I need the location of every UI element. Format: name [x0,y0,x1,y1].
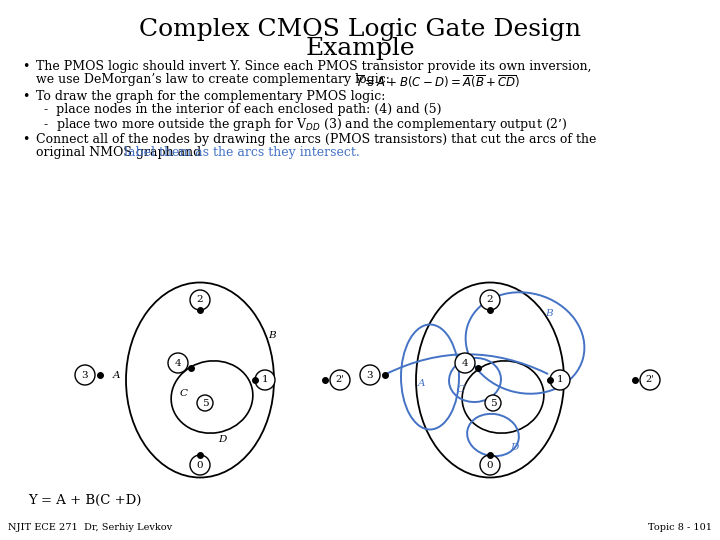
Text: label them as the arcs they intersect.: label them as the arcs they intersect. [124,146,360,159]
Circle shape [480,290,500,310]
Text: we use DeMorgan’s law to create complementary logic:: we use DeMorgan’s law to create compleme… [36,73,390,86]
Text: NJIT ECE 271  Dr, Serhiy Levkov: NJIT ECE 271 Dr, Serhiy Levkov [8,523,172,532]
Text: $\overline{Y}=A+B(C-D)=\overline{A}(\overline{B}+\overline{CD})$: $\overline{Y}=A+B(C-D)=\overline{A}(\ove… [355,73,521,90]
Text: 4: 4 [462,359,468,368]
Text: 5: 5 [202,399,208,408]
Text: Y = A + B(C +D): Y = A + B(C +D) [28,494,141,507]
Text: D: D [218,435,226,444]
Circle shape [190,290,210,310]
Circle shape [480,455,500,475]
Text: 4: 4 [175,359,181,368]
Text: 2': 2' [336,375,344,384]
Text: 2: 2 [487,295,493,305]
Circle shape [485,395,501,411]
Text: 3: 3 [366,370,373,380]
Text: Complex CMOS Logic Gate Design: Complex CMOS Logic Gate Design [139,18,581,41]
Text: original NMOS graph and: original NMOS graph and [36,146,205,159]
Circle shape [197,395,213,411]
Circle shape [255,370,275,390]
Text: •: • [22,133,30,146]
Text: C: C [180,388,188,397]
Text: To draw the graph for the complementary PMOS logic:: To draw the graph for the complementary … [36,90,385,103]
Text: C: C [457,386,465,395]
Circle shape [550,370,570,390]
Text: 0: 0 [197,461,203,469]
Circle shape [455,353,475,373]
Circle shape [330,370,350,390]
Text: Topic 8 - 101: Topic 8 - 101 [648,523,712,532]
Text: 2': 2' [646,375,654,384]
Text: B: B [545,308,553,318]
Circle shape [168,353,188,373]
Text: B: B [268,330,276,340]
Text: A: A [418,379,425,388]
Text: -  place two more outside the graph for V$_{DD}$ (3) and the complementary outpu: - place two more outside the graph for V… [36,116,568,133]
Text: 3: 3 [81,370,89,380]
Text: •: • [22,90,30,103]
Text: 0: 0 [487,461,493,469]
Text: -  place nodes in the interior of each enclosed path: (4) and (5): - place nodes in the interior of each en… [36,103,441,116]
Circle shape [360,365,380,385]
Circle shape [190,455,210,475]
FancyArrowPatch shape [387,354,547,374]
Text: Example: Example [305,37,415,60]
Text: •: • [22,60,30,73]
Text: D: D [510,442,518,451]
Text: A: A [112,370,120,380]
Circle shape [640,370,660,390]
Text: 5: 5 [490,399,496,408]
Text: 1: 1 [261,375,269,384]
Text: Connect all of the nodes by drawing the arcs (PMOS transistors) that cut the arc: Connect all of the nodes by drawing the … [36,133,596,146]
Text: 1: 1 [557,375,563,384]
Text: The PMOS logic should invert Y. Since each PMOS transistor provide its own inver: The PMOS logic should invert Y. Since ea… [36,60,592,73]
Circle shape [75,365,95,385]
Text: 2: 2 [197,295,203,305]
